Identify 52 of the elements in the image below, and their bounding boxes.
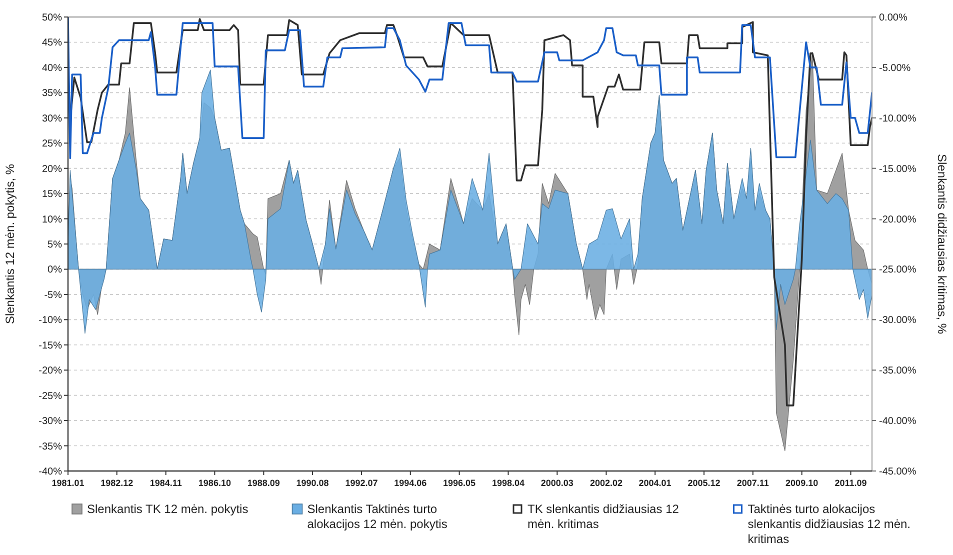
legend-label: Slenkantis Taktinės turto alokacijos 12 mėn. pokytis [307,502,448,531]
x-tick-label: 2005.12 [688,478,720,488]
x-tick-label: 1992.07 [345,478,378,488]
y2-tick-label: 0.00% [879,12,908,24]
y2-axis-title: Slenkantis didžiausias kritimas, % [935,154,949,334]
y-tick-label: 50% [42,12,62,24]
x-tick-label: 1996.05 [443,478,476,488]
x-tick-label: 2011.09 [834,478,867,488]
x-tick-label: 1986.10 [198,478,231,488]
y2-tick-label: -45.00% [879,466,916,478]
y-tick-label: -15% [38,340,62,352]
legend-label: Slenkantis TK 12 mėn. pokytis [87,502,248,516]
x-tick-label: 1990.08 [296,478,329,488]
y2-tick-label: -25.00% [879,264,916,276]
x-tick-label: 1982.12 [100,478,134,488]
y-tick-label: -5% [44,290,62,301]
y-tick-label: 15% [42,189,62,200]
y2-tick-label: -35.00% [879,366,916,377]
y-tick-label: -30% [38,416,62,428]
x-tick-label: 1981.01 [52,478,84,488]
x-tick-label: 2004.01 [638,478,672,488]
legend-label: Taktinės turto alokacijos slenkantis didžiausias 12 mėn. kritimas [748,502,911,546]
y2-tick-label: -20.00% [879,214,916,226]
y-tick-label: -20% [38,366,62,377]
y-axis-title: Slenkantis 12 mėn. pokytis, % [3,164,17,324]
y-tick-label: -25% [38,390,62,402]
y-tick-label: 10% [42,214,62,226]
x-tick-label: 1988.09 [247,478,280,488]
y-tick-label: 5% [48,240,62,250]
y-tick-label: 30% [42,113,62,124]
x-tick-label: 2000.03 [540,478,574,488]
y2-tick-label: -10.00% [879,113,916,124]
y-tick-label: 25% [42,138,62,150]
y-tick-label: -35% [38,441,62,452]
y2-tick-label: -30.00% [879,315,916,326]
y2-tick-label: -40.00% [879,416,916,428]
y-tick-label: 20% [42,164,62,175]
x-tick-label: 1998.04 [492,478,525,488]
legend-label: TK slenkantis didžiausias 12 mėn. kritimas [528,502,680,531]
y-tick-label: 35% [42,88,62,100]
x-tick-label: 2009.10 [786,478,818,488]
y-tick-label: 45% [42,38,62,49]
y-tick-label: -10% [38,315,62,326]
y-tick-label: -40% [38,466,62,478]
x-tick-label: 1994.06 [394,478,427,488]
y2-tick-label: -5.00% [879,62,911,74]
y-tick-label: 40% [42,62,62,74]
y-tick-label: 0% [48,264,62,276]
x-tick-label: 2007.11 [736,478,769,488]
x-tick-label: 1984.11 [150,478,182,488]
x-tick-label: 2002.02 [590,478,622,488]
y2-tick-label: -15.00% [879,164,916,175]
